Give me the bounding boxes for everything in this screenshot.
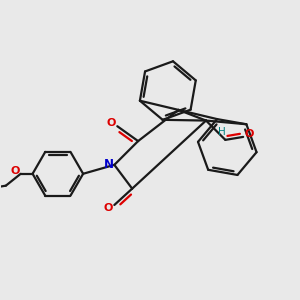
- Text: N: N: [103, 158, 113, 171]
- Text: O: O: [107, 118, 116, 128]
- Text: O: O: [104, 203, 113, 213]
- Text: O: O: [244, 129, 254, 139]
- Text: O: O: [10, 166, 20, 176]
- Text: H: H: [218, 128, 226, 137]
